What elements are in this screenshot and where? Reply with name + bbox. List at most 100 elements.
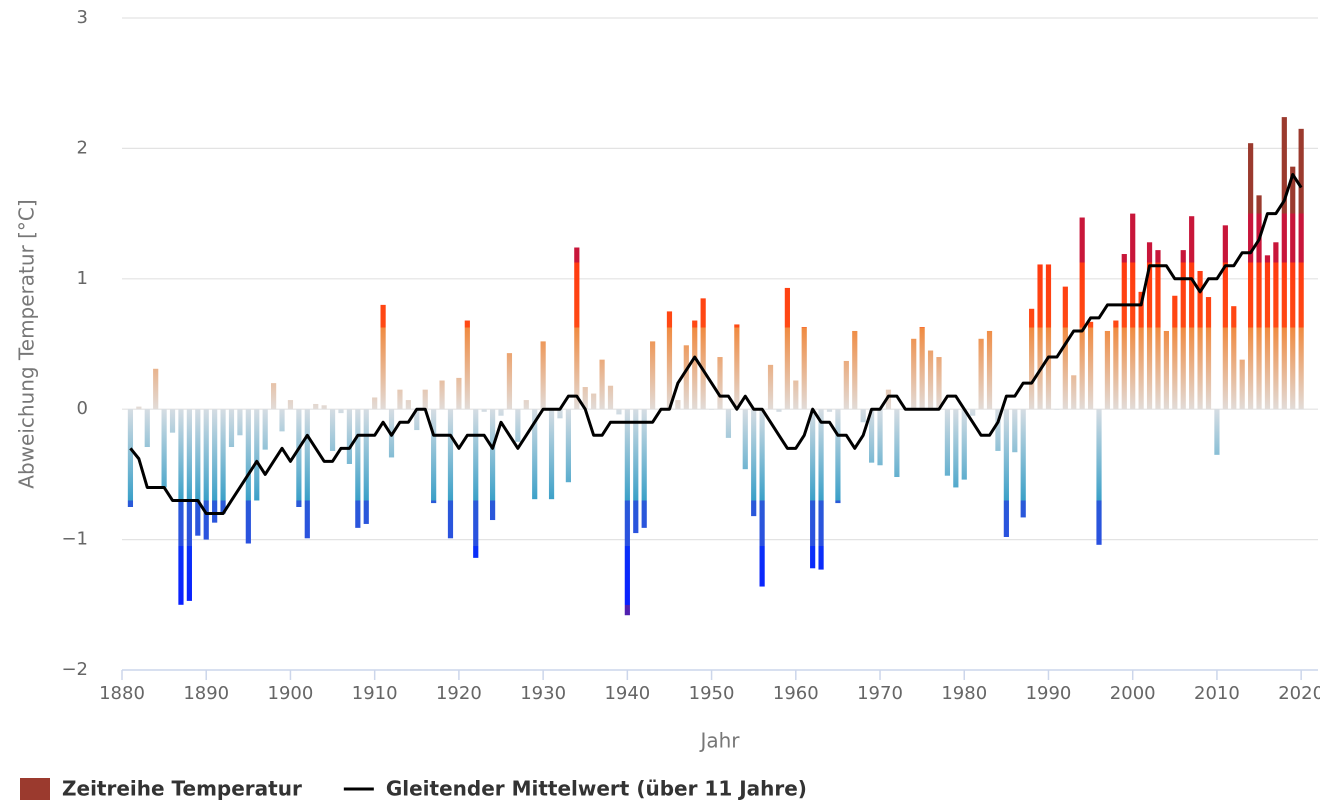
bar <box>675 400 681 410</box>
bar <box>683 345 689 410</box>
bar <box>944 409 951 476</box>
y-tick-label: 0 <box>77 398 88 419</box>
bar <box>986 330 993 410</box>
x-tick-label: 2000 <box>1110 683 1156 704</box>
x-tick-label: 2010 <box>1194 683 1240 704</box>
bar <box>431 409 437 504</box>
bar <box>1239 359 1245 410</box>
bar <box>978 338 984 410</box>
bar <box>1062 286 1068 410</box>
bar <box>329 409 336 451</box>
bar <box>936 357 942 410</box>
bar <box>759 409 765 587</box>
x-tick-label: 1940 <box>604 683 650 704</box>
bar <box>346 409 353 464</box>
bar <box>1172 295 1178 410</box>
bar <box>751 409 757 517</box>
bar <box>296 409 302 507</box>
moving-average-line <box>129 172 1303 516</box>
bar <box>1205 297 1212 410</box>
bar <box>877 409 883 466</box>
bar <box>1290 166 1296 410</box>
x-tick-label: 1930 <box>520 683 566 704</box>
bar <box>498 409 504 416</box>
bar <box>1121 254 1127 410</box>
bar <box>1020 409 1026 518</box>
bar <box>953 409 959 488</box>
bar <box>1029 308 1035 410</box>
bar <box>793 380 799 410</box>
bar <box>439 380 445 410</box>
bar <box>1273 242 1279 410</box>
bar <box>894 409 900 478</box>
bar <box>212 409 218 523</box>
bar <box>1298 128 1304 410</box>
bar <box>565 409 571 483</box>
bar <box>254 409 260 501</box>
bar <box>523 400 529 410</box>
bar <box>203 409 209 540</box>
bar <box>313 403 319 410</box>
bar <box>186 409 192 601</box>
bar <box>767 364 774 410</box>
bar <box>220 409 226 514</box>
bar <box>666 311 673 410</box>
legend-label: Zeitreihe Temperatur <box>62 777 302 801</box>
bar <box>405 400 411 410</box>
bar <box>557 409 563 419</box>
bar <box>1003 409 1009 537</box>
x-tick-label: 1900 <box>268 683 314 704</box>
bar <box>776 409 782 412</box>
bar <box>1054 409 1060 410</box>
bar <box>489 409 496 521</box>
bar <box>725 409 732 438</box>
bar <box>481 409 487 412</box>
bar <box>700 298 706 410</box>
bar <box>144 409 150 448</box>
bar <box>1071 375 1077 410</box>
bar <box>1256 195 1262 410</box>
bar <box>869 409 875 463</box>
x-tick-label: 1910 <box>352 683 398 704</box>
bar <box>195 409 201 536</box>
bar <box>692 320 698 410</box>
bar <box>304 409 310 539</box>
bar <box>321 405 327 410</box>
bar <box>271 383 277 410</box>
bar <box>1248 143 1254 410</box>
bar <box>734 324 740 410</box>
x-tick-label: 1970 <box>857 683 903 704</box>
bar <box>927 350 934 410</box>
bar <box>287 400 294 410</box>
bar <box>161 409 167 488</box>
y-tick-label: 3 <box>77 7 88 28</box>
bar <box>574 247 580 410</box>
bar <box>153 368 159 410</box>
bar <box>532 409 538 500</box>
bar <box>641 409 647 528</box>
bar <box>338 409 344 414</box>
bar <box>1079 217 1085 410</box>
bar <box>1155 250 1161 410</box>
x-tick-label: 2020 <box>1278 683 1320 704</box>
x-tick-label: 1890 <box>183 683 229 704</box>
x-tick-label: 1980 <box>941 683 987 704</box>
bar <box>607 385 614 410</box>
y-tick-label: −1 <box>61 529 88 550</box>
bar <box>1012 409 1018 453</box>
bar <box>447 409 454 539</box>
bar <box>633 409 639 534</box>
bar <box>1087 321 1094 410</box>
bar <box>1231 306 1237 410</box>
bar <box>380 304 386 410</box>
bar <box>464 320 470 410</box>
legend-label: Gleitender Mittelwert (über 11 Jahre) <box>386 777 807 801</box>
bar <box>363 409 369 524</box>
bar <box>1130 213 1136 410</box>
x-tick-label: 1880 <box>99 683 145 704</box>
bar <box>1214 409 1220 455</box>
bar <box>919 327 925 410</box>
bar <box>810 409 816 569</box>
bar <box>506 353 513 410</box>
